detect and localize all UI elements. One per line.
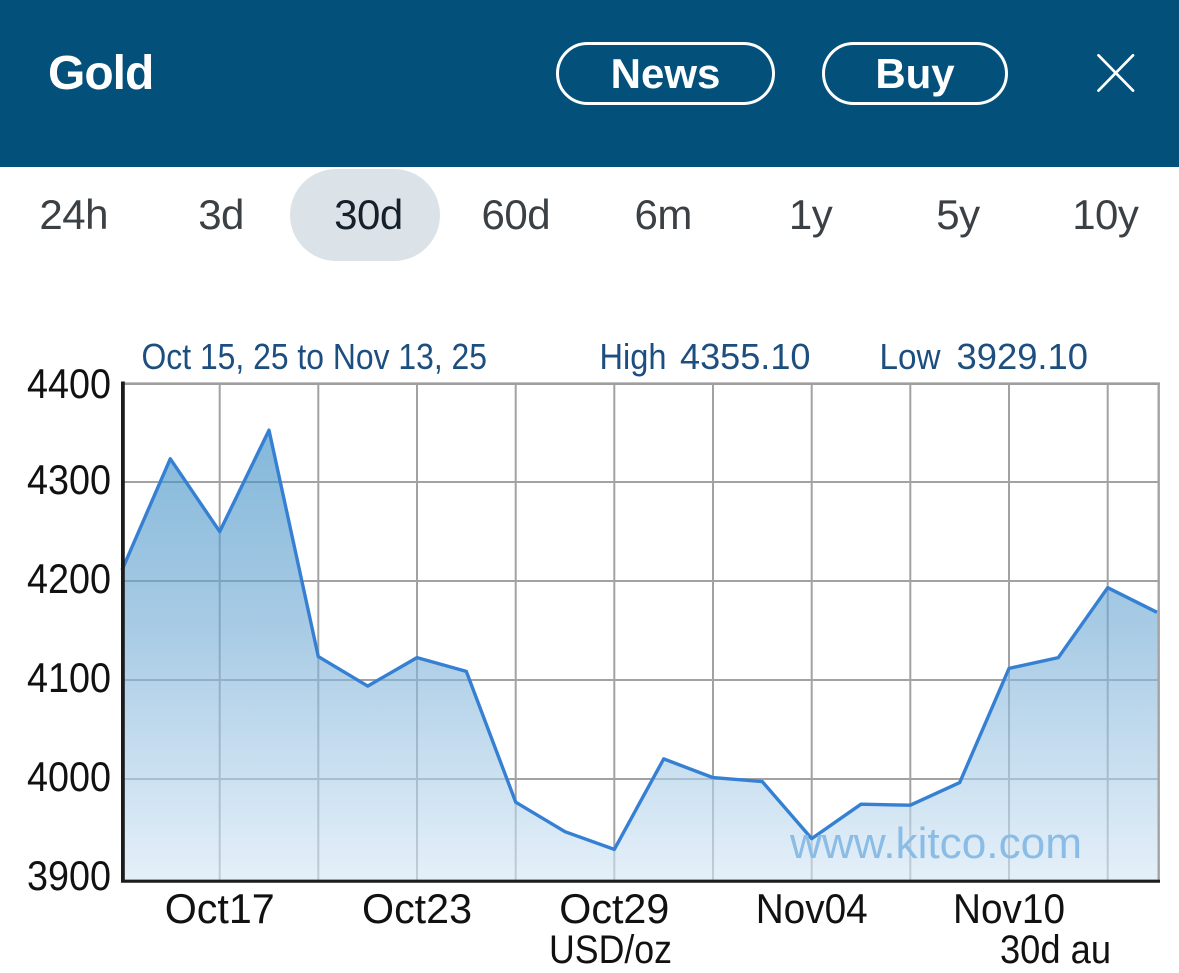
svg-text:www.kitco.com: www.kitco.com (789, 819, 1082, 868)
svg-text:Nov04: Nov04 (756, 885, 868, 932)
svg-text:Oct29: Oct29 (559, 885, 669, 932)
svg-text:30d au: 30d au (1000, 928, 1111, 972)
svg-text:Oct 15, 25 to Nov 13, 25: Oct 15, 25 to Nov 13, 25 (142, 336, 488, 377)
svg-text:Oct17: Oct17 (165, 885, 275, 932)
svg-text:USD/oz: USD/oz (549, 928, 672, 972)
svg-text:Nov10: Nov10 (953, 885, 1065, 932)
svg-text:Oct23: Oct23 (362, 885, 472, 932)
svg-text:3929.10: 3929.10 (957, 336, 1089, 377)
svg-text:High: High (600, 336, 667, 377)
svg-text:4355.10: 4355.10 (680, 336, 811, 377)
svg-text:4100: 4100 (27, 654, 111, 701)
svg-text:4300: 4300 (27, 456, 111, 503)
svg-text:3900: 3900 (27, 852, 111, 899)
svg-text:Low: Low (880, 336, 942, 377)
svg-text:4000: 4000 (27, 753, 111, 800)
svg-text:4200: 4200 (27, 555, 111, 602)
svg-text:4400: 4400 (27, 360, 111, 407)
